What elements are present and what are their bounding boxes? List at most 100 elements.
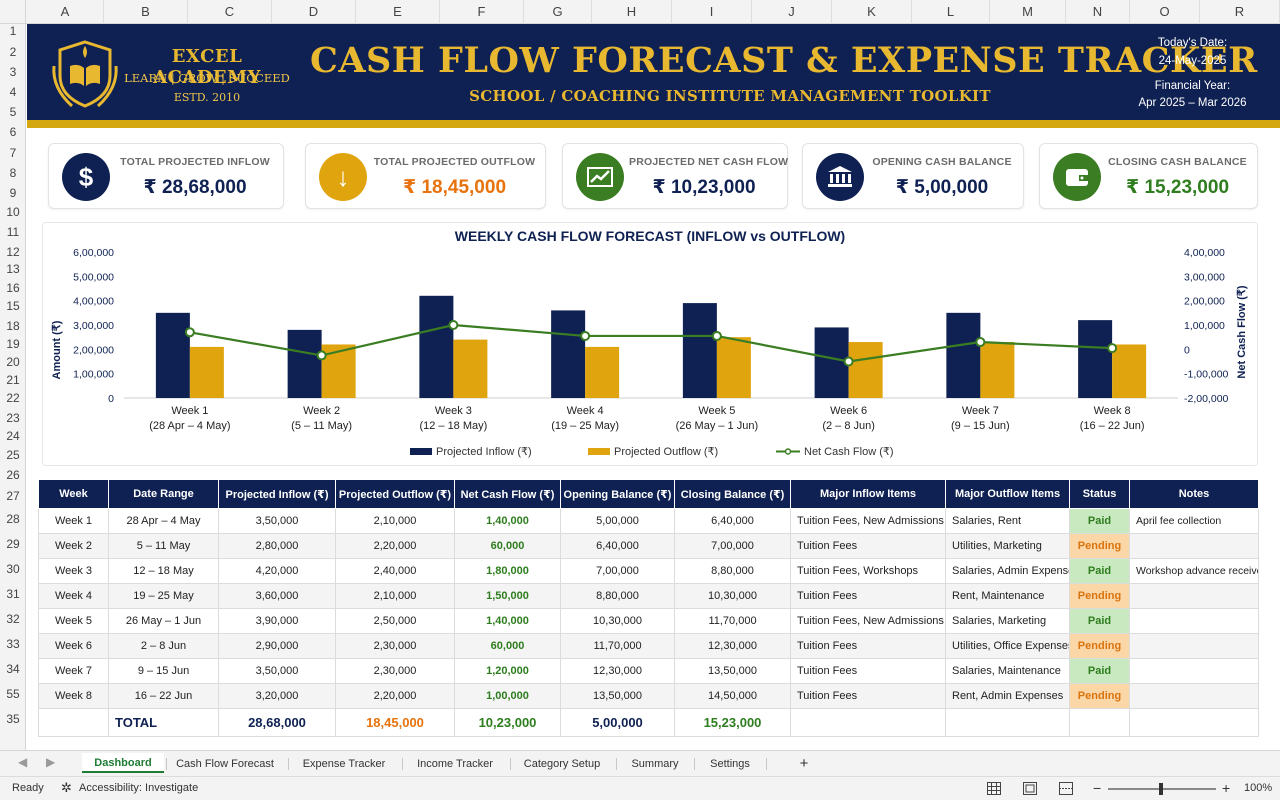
net-cashflow-point[interactable] [580, 330, 591, 341]
table-cell[interactable]: Rent, Admin Expenses [945, 683, 1070, 709]
column-heading[interactable]: Date Range [108, 479, 219, 509]
table-cell[interactable] [1069, 708, 1130, 737]
table-cell[interactable]: 13,50,000 [674, 658, 791, 684]
net-cashflow-point[interactable] [448, 320, 459, 330]
row-header[interactable]: 4 [9, 85, 17, 99]
table-cell[interactable]: 60,000 [454, 633, 561, 659]
table-cell[interactable]: 60,000 [454, 533, 561, 559]
column-header[interactable]: C [188, 0, 272, 24]
row-header[interactable]: 22 [6, 391, 20, 405]
row-header[interactable]: 24 [6, 429, 20, 443]
row-header[interactable]: 20 [6, 355, 20, 369]
net-cashflow-point[interactable] [975, 337, 986, 348]
table-cell[interactable]: Tuition Fees, New Admissions [790, 608, 946, 634]
table-cell[interactable]: 10,30,000 [674, 583, 791, 609]
column-heading[interactable]: Projected Outflow (₹) [335, 479, 455, 509]
column-header[interactable]: F [440, 0, 524, 24]
table-cell[interactable]: 2,50,000 [335, 608, 455, 634]
row-header[interactable]: 29 [6, 537, 20, 551]
bar-outflow[interactable] [189, 346, 224, 398]
column-header[interactable]: L [912, 0, 990, 24]
column-heading[interactable]: Net Cash Flow (₹) [454, 479, 561, 509]
row-header[interactable]: 27 [6, 489, 20, 503]
column-heading[interactable]: Major Inflow Items [790, 479, 946, 509]
column-header[interactable]: M [990, 0, 1066, 24]
sheet-tab[interactable]: Dashboard [82, 753, 164, 773]
row-header[interactable]: 8 [9, 166, 17, 180]
table-cell[interactable]: 2,90,000 [218, 633, 336, 659]
status-badge[interactable]: Paid [1069, 608, 1130, 634]
table-cell[interactable]: 5,00,000 [560, 508, 675, 534]
table-cell[interactable]: 1,40,000 [454, 508, 561, 534]
total-inflow[interactable]: 28,68,000 [218, 708, 336, 737]
row-header[interactable]: 9 [9, 186, 17, 200]
table-cell[interactable]: Tuition Fees [790, 658, 946, 684]
table-cell[interactable]: 3,90,000 [218, 608, 336, 634]
bar-outflow[interactable] [716, 337, 751, 398]
zoom-slider-handle[interactable] [1159, 783, 1163, 795]
table-cell[interactable]: 16 – 22 Jun [108, 683, 219, 709]
table-cell[interactable]: 10,30,000 [560, 608, 675, 634]
table-cell[interactable] [790, 708, 946, 737]
status-badge[interactable]: Pending [1069, 583, 1130, 609]
status-badge[interactable]: Paid [1069, 508, 1130, 534]
row-header[interactable]: 19 [6, 337, 20, 351]
table-cell[interactable]: 3,20,000 [218, 683, 336, 709]
table-cell[interactable]: Salaries, Marketing [945, 608, 1070, 634]
row-header[interactable]: 12 [6, 245, 20, 259]
row-header[interactable]: 55 [6, 687, 20, 701]
accessibility-status[interactable]: Accessibility: Investigate [79, 782, 199, 794]
sheet-tab[interactable]: Income Tracker [417, 758, 493, 770]
table-cell[interactable]: Tuition Fees [790, 583, 946, 609]
row-header[interactable]: 6 [9, 125, 17, 139]
table-cell[interactable]: Utilities, Marketing [945, 533, 1070, 559]
table-cell[interactable]: 8,80,000 [560, 583, 675, 609]
total-net[interactable]: 10,23,000 [454, 708, 561, 737]
row-header[interactable]: 25 [6, 448, 20, 462]
column-header[interactable]: H [592, 0, 672, 24]
select-all-corner[interactable] [0, 0, 26, 24]
table-cell[interactable] [1129, 583, 1259, 609]
table-cell[interactable]: Salaries, Admin Expenses [945, 558, 1070, 584]
table-cell[interactable]: 19 – 25 May [108, 583, 219, 609]
table-cell[interactable]: Week 3 [38, 558, 109, 584]
chart-container[interactable] [42, 222, 1258, 466]
column-header[interactable]: E [356, 0, 440, 24]
row-header[interactable]: 35 [6, 712, 20, 726]
page-break-icon[interactable] [1059, 782, 1073, 795]
table-cell[interactable]: Week 2 [38, 533, 109, 559]
bar-outflow[interactable] [585, 346, 620, 398]
sheet-tab[interactable]: Category Setup [523, 758, 601, 770]
table-cell[interactable]: 2,40,000 [335, 558, 455, 584]
table-cell[interactable] [38, 708, 109, 737]
status-badge[interactable]: Paid [1069, 658, 1130, 684]
accessibility-icon[interactable]: ✲ [61, 780, 72, 795]
row-header[interactable]: 26 [6, 468, 20, 482]
row-header[interactable]: 34 [6, 662, 20, 676]
row-header[interactable]: 28 [6, 512, 20, 526]
table-cell[interactable] [1129, 658, 1259, 684]
status-badge[interactable]: Pending [1069, 683, 1130, 709]
column-header[interactable]: A [27, 0, 104, 24]
bar-outflow[interactable] [848, 342, 883, 398]
table-cell[interactable]: Week 7 [38, 658, 109, 684]
total-opening[interactable]: 5,00,000 [560, 708, 675, 737]
zoom-out-button[interactable]: − [1093, 780, 1102, 796]
scroll-right-icon[interactable]: ▶ [46, 755, 56, 769]
row-header[interactable]: 21 [6, 373, 20, 387]
status-badge[interactable]: Pending [1069, 633, 1130, 659]
total-closing[interactable]: 15,23,000 [674, 708, 791, 737]
table-cell[interactable]: 2 – 8 Jun [108, 633, 219, 659]
column-header[interactable]: R [1200, 0, 1280, 24]
table-cell[interactable]: 28 Apr – 4 May [108, 508, 219, 534]
normal-view-icon[interactable] [987, 782, 1001, 795]
table-cell[interactable]: 12,30,000 [674, 633, 791, 659]
column-header[interactable]: K [832, 0, 912, 24]
page-layout-icon[interactable] [1023, 782, 1037, 795]
row-header[interactable]: 30 [6, 562, 20, 576]
table-cell[interactable]: Rent, Maintenance [945, 583, 1070, 609]
column-header[interactable]: G [524, 0, 592, 24]
table-cell[interactable]: 8,80,000 [674, 558, 791, 584]
column-header[interactable]: J [752, 0, 832, 24]
table-cell[interactable]: 1,20,000 [454, 658, 561, 684]
